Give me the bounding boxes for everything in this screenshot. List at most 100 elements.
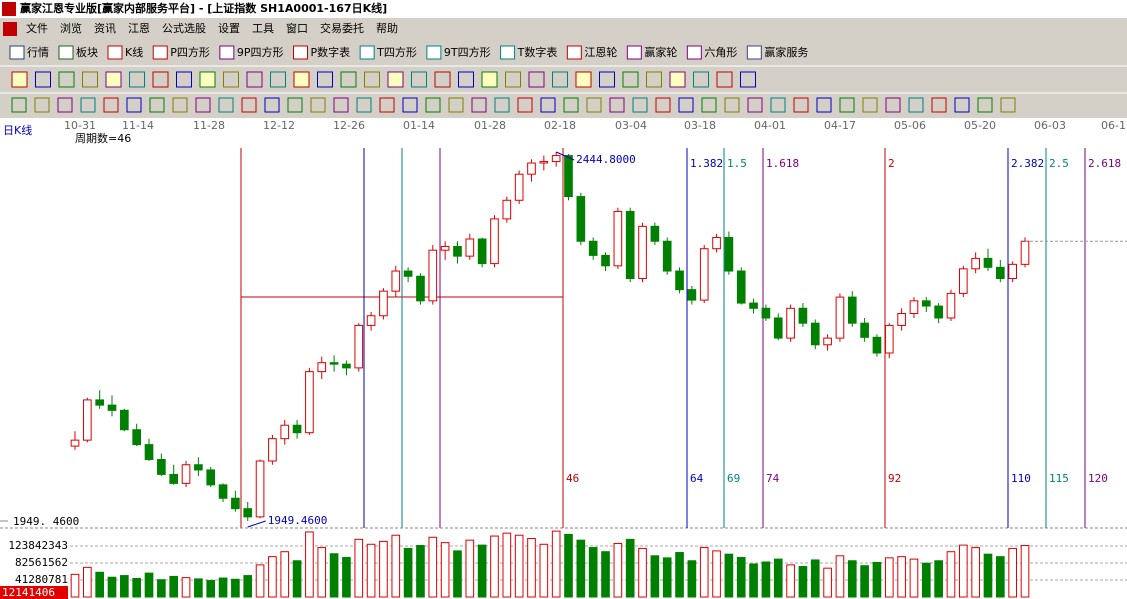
tool-button[interactable] (458, 71, 474, 88)
tool-button[interactable] (528, 71, 545, 88)
tool-button[interactable] (678, 97, 694, 113)
tool-button[interactable] (862, 97, 878, 113)
tool-button[interactable] (287, 97, 303, 113)
toolbar-icon[interactable] (626, 45, 642, 60)
tool-button[interactable] (195, 97, 211, 113)
tool-button[interactable] (80, 97, 96, 113)
toolbar-item[interactable]: 赢家轮 (644, 45, 677, 59)
tool-button[interactable] (340, 71, 357, 88)
tool-button[interactable] (425, 97, 441, 113)
tool-button[interactable] (317, 71, 333, 88)
tool-button[interactable] (149, 97, 165, 113)
tool-button[interactable] (310, 97, 326, 113)
toolbar-icon[interactable] (359, 45, 375, 60)
toolbar-item[interactable]: K线 (125, 45, 143, 59)
toolbar-item[interactable]: 板块 (76, 45, 98, 59)
menu-item[interactable]: 帮助 (376, 21, 398, 35)
toolbar-icon[interactable] (686, 45, 702, 60)
tool-button[interactable] (599, 71, 615, 88)
tool-button[interactable] (977, 97, 993, 113)
tool-button[interactable] (770, 97, 786, 113)
tool-button[interactable] (586, 97, 602, 113)
tool-button[interactable] (448, 97, 464, 113)
tool-button[interactable] (218, 97, 234, 113)
tool-button[interactable] (655, 97, 671, 113)
tool-button[interactable] (379, 97, 395, 113)
toolbar-icon[interactable] (9, 45, 25, 60)
toolbar-item[interactable]: 江恩轮 (584, 45, 617, 59)
tool-button[interactable] (494, 97, 510, 113)
toolbar-icon[interactable] (566, 45, 582, 60)
toolbar-item[interactable]: P四方形 (170, 45, 210, 59)
tool-button[interactable] (740, 71, 756, 88)
toolbar-icon[interactable] (500, 45, 516, 60)
toolbar-icon[interactable] (746, 45, 762, 60)
tool-button[interactable] (552, 71, 568, 88)
toolbar-item[interactable]: 行情 (27, 46, 49, 59)
tool-button[interactable] (575, 71, 592, 88)
tool-button[interactable] (622, 71, 639, 88)
toolbar-icon[interactable] (58, 45, 74, 60)
toolbar-item[interactable]: T四方形 (376, 45, 417, 59)
tool-button[interactable] (1000, 97, 1016, 113)
tool-button[interactable] (241, 97, 257, 113)
tool-button[interactable] (246, 71, 263, 88)
tool-button[interactable] (669, 71, 686, 88)
menu-item[interactable]: 浏览 (60, 21, 82, 35)
tool-button[interactable] (333, 97, 349, 113)
tool-button[interactable] (793, 97, 809, 113)
tool-button[interactable] (270, 71, 286, 88)
tool-button[interactable] (223, 71, 239, 88)
toolbar-item[interactable]: 9T四方形 (444, 45, 491, 59)
tool-button[interactable] (632, 97, 648, 113)
tool-button[interactable] (126, 97, 142, 113)
tool-button[interactable] (481, 71, 498, 88)
tool-button[interactable] (199, 71, 216, 88)
tool-button[interactable] (105, 71, 122, 88)
tool-button[interactable] (152, 71, 169, 88)
toolbar-icon[interactable] (426, 45, 442, 60)
tool-button[interactable] (176, 71, 192, 88)
menu-item[interactable]: 工具 (252, 22, 274, 35)
toolbar-icon[interactable] (293, 45, 308, 60)
tool-button[interactable] (724, 97, 740, 113)
tool-button[interactable] (716, 71, 733, 88)
menu-item[interactable]: 窗口 (286, 21, 308, 35)
tool-button[interactable] (816, 97, 832, 113)
toolbar-item[interactable]: 赢家服务 (764, 45, 808, 59)
tool-button[interactable] (931, 97, 947, 113)
tool-button[interactable] (908, 97, 924, 113)
tool-button[interactable] (954, 97, 970, 113)
toolbar-icon[interactable] (152, 45, 168, 60)
toolbar-icon[interactable] (107, 45, 123, 60)
menu-item[interactable]: 文件 (26, 21, 48, 35)
tool-button[interactable] (58, 71, 75, 88)
tool-button[interactable] (82, 71, 98, 88)
tool-button[interactable] (172, 97, 188, 113)
tool-button[interactable] (434, 71, 451, 88)
tool-button[interactable] (11, 97, 27, 113)
tool-button[interactable] (609, 97, 625, 113)
tool-button[interactable] (563, 97, 579, 113)
toolbar-icon[interactable] (219, 45, 235, 60)
tool-button[interactable] (387, 71, 404, 88)
toolbar-item[interactable]: 9P四方形 (237, 45, 284, 59)
tool-button[interactable] (11, 71, 28, 88)
tool-button[interactable] (402, 97, 418, 113)
menu-item[interactable]: 设置 (218, 22, 240, 35)
menu-item[interactable]: 江恩 (128, 22, 150, 35)
tool-button[interactable] (701, 97, 717, 113)
tool-button[interactable] (411, 71, 427, 88)
menu-item[interactable]: 资讯 (94, 22, 116, 35)
toolbar-item[interactable]: T数字表 (517, 45, 558, 59)
tool-button[interactable] (293, 71, 310, 88)
tool-button[interactable] (356, 97, 372, 113)
tool-button[interactable] (34, 97, 50, 113)
tool-button[interactable] (693, 71, 709, 88)
tool-button[interactable] (35, 71, 51, 88)
tool-button[interactable] (505, 71, 521, 88)
tool-button[interactable] (103, 97, 119, 113)
tool-button[interactable] (364, 71, 380, 88)
tool-button[interactable] (57, 97, 73, 113)
tool-button[interactable] (471, 97, 487, 113)
